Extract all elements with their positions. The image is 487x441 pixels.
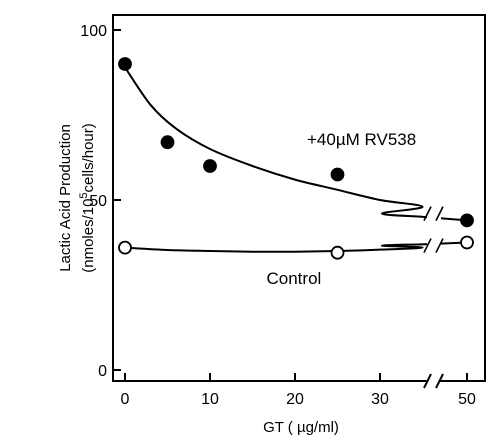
x-tick-label: 30 xyxy=(371,391,389,408)
y-tick-label: 50 xyxy=(89,193,107,210)
x-tick-label: 0 xyxy=(121,391,130,408)
curve-break-mark xyxy=(435,206,444,221)
y-tick-label: 0 xyxy=(98,363,107,380)
curve-break-mark xyxy=(423,206,432,221)
x-axis-title: GT ( µg/ml) xyxy=(263,419,339,436)
annotation-rv538: +40µM RV538 xyxy=(307,130,416,149)
series-1-point xyxy=(460,235,474,250)
series-0-point xyxy=(460,213,474,228)
series-0-point xyxy=(160,135,175,150)
y-axis-title-line1: Lactic Acid Production xyxy=(57,124,74,272)
y-axis-title-exponent: 5 xyxy=(78,192,90,198)
plot-frame xyxy=(112,14,486,382)
x-tick-label: 20 xyxy=(286,391,304,408)
x-axis-break-mark xyxy=(423,373,432,389)
series-1-curve xyxy=(124,241,468,253)
x-tick-label: 10 xyxy=(201,391,219,408)
series-0-point xyxy=(118,57,132,71)
y-axis-title-units-end: cells/hour) xyxy=(80,123,97,192)
series-1-point xyxy=(118,240,132,255)
series-0-point xyxy=(203,159,217,173)
series-1-point xyxy=(330,245,345,260)
x-tick-label: 50 xyxy=(458,391,476,408)
y-tick-label: 100 xyxy=(80,23,107,40)
annotation-control: Control xyxy=(267,269,322,288)
x-axis-break-mark xyxy=(435,373,444,389)
y-axis-title: Lactic Acid Production (nmoles/105cells/… xyxy=(57,123,97,273)
series-0-point xyxy=(330,167,345,182)
y-axis-title-line2: (nmoles/105cells/hour) xyxy=(78,123,97,273)
curve-break-mark xyxy=(423,238,432,253)
curve-break-mark xyxy=(435,238,444,253)
y-axis-title-units: (nmoles/10 xyxy=(80,199,97,273)
series-0-curve xyxy=(124,66,468,222)
